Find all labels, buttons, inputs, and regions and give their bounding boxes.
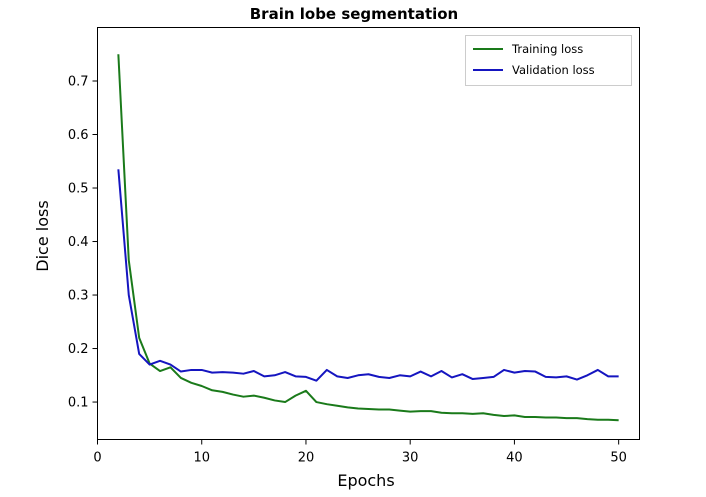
y-axis-label: Dice loss bbox=[33, 200, 52, 271]
y-axis: 0.1 0.2 0.3 0.4 0.5 0.6 0.7 bbox=[68, 75, 98, 411]
legend: Training loss Validation loss bbox=[465, 35, 632, 86]
x-tick-label: 40 bbox=[506, 451, 523, 466]
y-tick-label: 0.1 bbox=[68, 396, 89, 411]
series-layer bbox=[117, 54, 619, 422]
x-tick-label: 10 bbox=[193, 451, 210, 466]
y-tick-label: 0.3 bbox=[68, 289, 89, 304]
x-tick-label: 50 bbox=[610, 451, 627, 466]
y-tick-label: 0.7 bbox=[68, 75, 89, 90]
series-line-validation-loss bbox=[117, 169, 619, 382]
x-tick-label: 0 bbox=[93, 451, 101, 466]
legend-label-training: Training loss bbox=[511, 42, 583, 56]
x-tick-label: 20 bbox=[298, 451, 315, 466]
chart-title: Brain lobe segmentation bbox=[250, 5, 458, 23]
y-tick-label: 0.2 bbox=[68, 342, 89, 357]
y-tick-label: 0.6 bbox=[68, 128, 89, 143]
legend-label-validation: Validation loss bbox=[512, 63, 595, 77]
x-axis-label: Epochs bbox=[337, 471, 394, 490]
x-axis: 0 10 20 30 40 50 bbox=[93, 439, 627, 466]
y-tick-label: 0.4 bbox=[68, 235, 89, 250]
y-tick-label: 0.5 bbox=[68, 182, 89, 197]
x-tick-label: 30 bbox=[402, 451, 419, 466]
series-line-training-loss bbox=[117, 54, 619, 422]
legend-box bbox=[465, 35, 632, 86]
